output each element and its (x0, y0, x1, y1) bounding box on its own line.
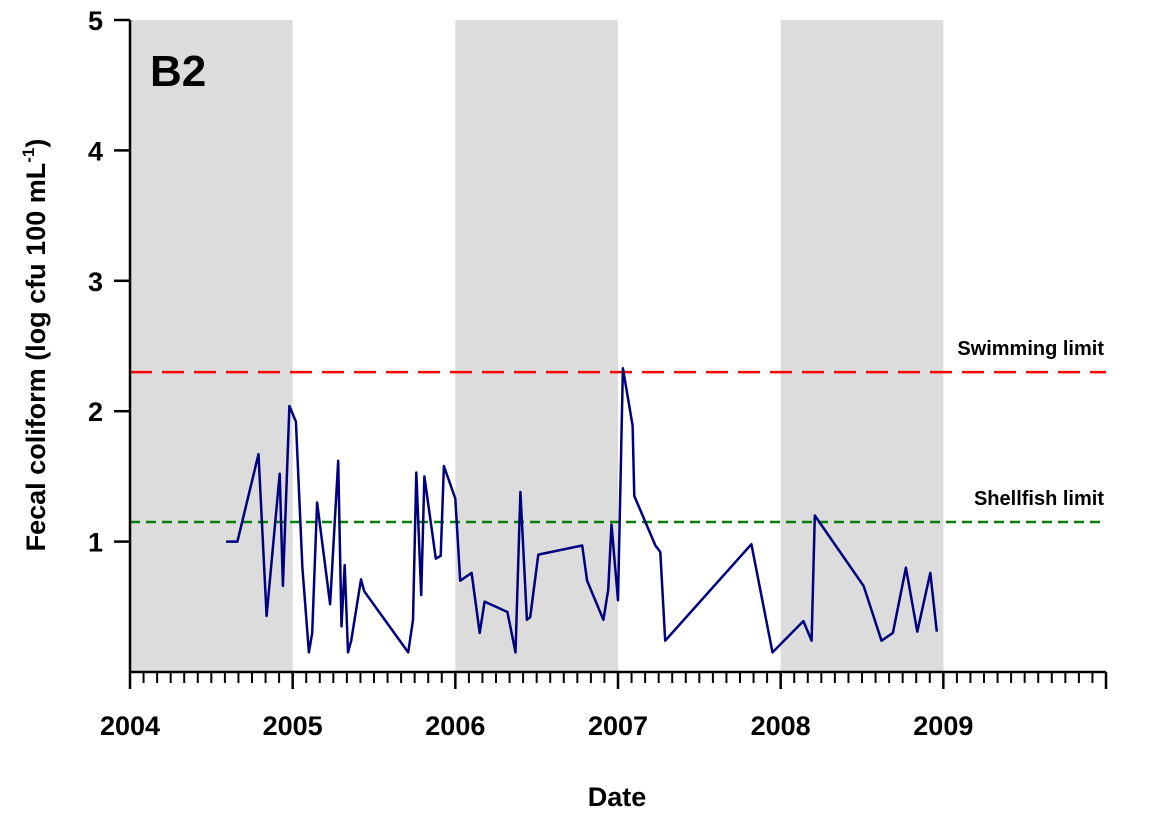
y-axis-title-close: ) (21, 139, 51, 148)
y-tick-label-2: 3 (88, 267, 103, 297)
x-tick-label-0: 2004 (100, 711, 160, 741)
y-tick-label-4: 5 (88, 6, 103, 36)
x-tick-label-2: 2006 (425, 711, 485, 741)
y-tick-label-3: 4 (88, 136, 103, 166)
y-ticks: 1 2 3 4 5 (88, 6, 130, 558)
series-line-0 (226, 366, 939, 654)
year-bands (130, 20, 944, 672)
x-tick-label-4: 2008 (751, 711, 811, 741)
reference-lines: Swimming limit Shellfish limit (130, 338, 1106, 524)
x-tick-label-1: 2005 (263, 711, 323, 741)
x-ticks: 2004 2005 2006 2007 2008 2009 (100, 672, 1108, 741)
panel-label: B2 (150, 47, 206, 96)
reference-line-label-1: Shellfish limit (974, 488, 1104, 510)
x-tick-label-5: 2009 (913, 711, 973, 741)
y-axis-title-main: Fecal coliform (log cfu 100 mL (21, 163, 51, 552)
year-band-2 (780, 20, 944, 672)
y-axis-title-superscript: -1 (19, 148, 38, 163)
x-tick-label-3: 2007 (588, 711, 648, 741)
year-band-0 (130, 20, 293, 672)
series-group (226, 366, 939, 654)
y-tick-label-0: 1 (88, 528, 103, 558)
y-axis-title: Fecal coliform (log cfu 100 mL-1) (19, 139, 51, 552)
x-axis-title: Date (588, 782, 647, 812)
reference-line-label-0: Swimming limit (957, 338, 1104, 360)
y-tick-label-1: 2 (88, 397, 103, 427)
